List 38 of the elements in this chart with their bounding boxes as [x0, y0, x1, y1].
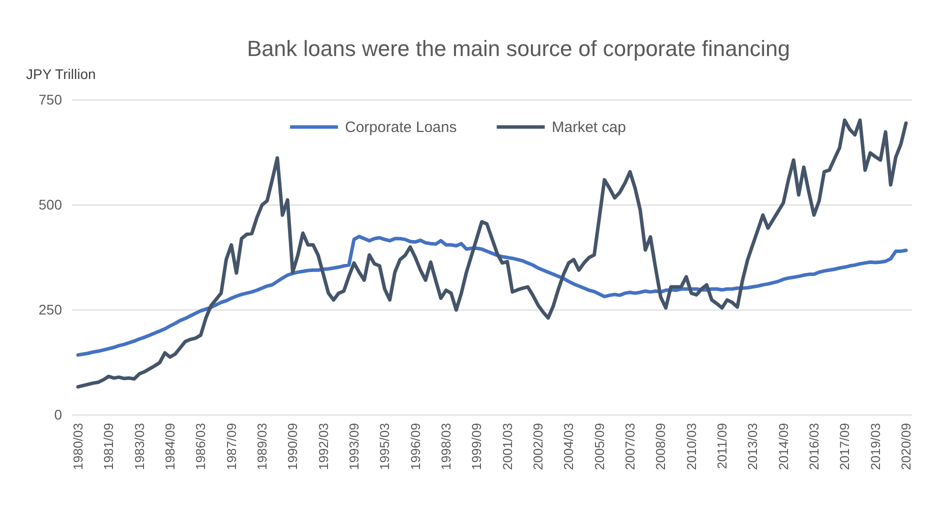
x-tick-label: 2008/09: [653, 423, 668, 470]
x-tick-label: 1986/03: [193, 423, 208, 470]
x-tick-label: 2004/03: [561, 423, 576, 470]
x-tick-label: 1993/09: [346, 423, 362, 470]
x-tick-label: 1983/03: [132, 423, 147, 470]
x-tick-label: 1984/09: [162, 423, 178, 470]
legend-label: Market cap: [552, 119, 626, 136]
y-axis-title: JPY Trillion: [26, 66, 96, 82]
x-tick-label: 1998/03: [438, 423, 454, 470]
x-tick-label: 1989/03: [254, 423, 270, 470]
chart-title: Bank loans were the main source of corporate financing: [247, 36, 790, 61]
x-tick-label: 1995/03: [377, 423, 392, 470]
x-tick-label: 2005/09: [592, 423, 607, 470]
x-tick-label: 1990/09: [285, 423, 300, 470]
line-series: [76, 234, 908, 357]
x-tick-label: 1996/09: [408, 423, 423, 470]
x-tick-label: 1981/09: [101, 423, 116, 470]
x-tick-label: 1980/03: [70, 423, 86, 470]
x-tick-label: 1999/09: [469, 423, 484, 470]
legend-label: Corporate Loans: [345, 119, 457, 136]
x-tick-label: 2020/09: [898, 423, 914, 470]
y-tick-label: 500: [38, 196, 62, 212]
x-tick-label: 2007/03: [622, 423, 638, 470]
x-tick-label: 2013/03: [745, 423, 760, 470]
x-tick-label: 1987/09: [224, 423, 239, 470]
line-series: [76, 118, 908, 389]
x-tick-label: 2016/03: [806, 423, 822, 470]
x-tick-label: 2002/09: [530, 423, 546, 470]
x-tick-label: 2014/09: [776, 423, 791, 470]
x-tick-label: 2011/09: [714, 423, 730, 470]
y-tick-label: 250: [38, 301, 62, 318]
x-tick-label: 2010/03: [684, 423, 699, 470]
y-tick-label: 750: [38, 91, 62, 108]
x-tick-label: 2017/09: [837, 423, 852, 470]
x-tick-label: 2019/03: [868, 423, 883, 470]
y-tick-label: 0: [54, 406, 62, 422]
x-tick-label: 1992/03: [316, 423, 331, 470]
x-tick-label: 2001/03: [500, 423, 515, 470]
